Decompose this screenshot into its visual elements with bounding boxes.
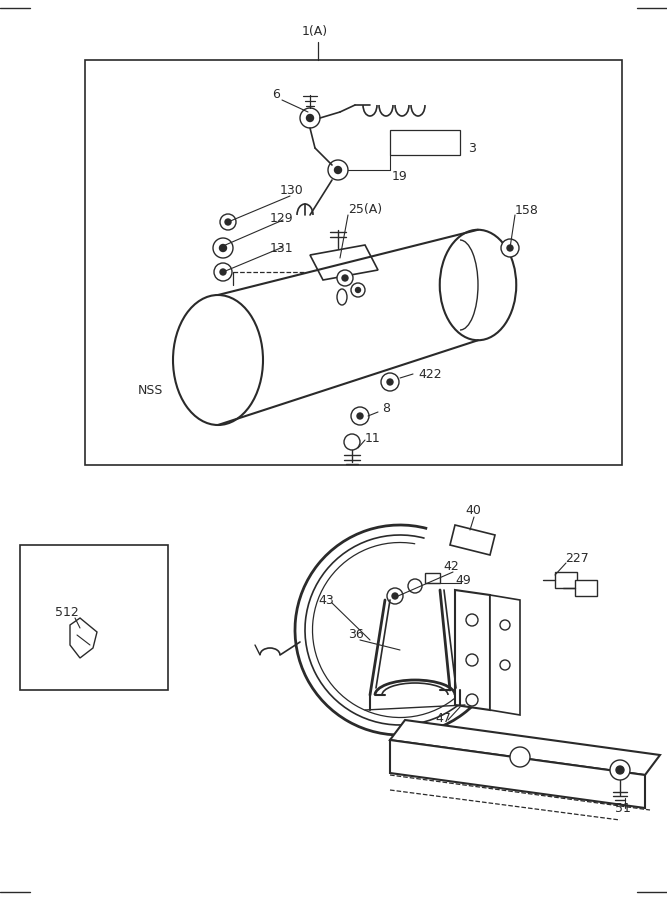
Circle shape [220, 214, 236, 230]
Circle shape [219, 245, 227, 251]
Circle shape [351, 407, 369, 425]
Circle shape [392, 593, 398, 599]
Text: 47: 47 [435, 712, 451, 724]
Text: 3: 3 [468, 141, 476, 155]
Circle shape [501, 239, 519, 257]
Polygon shape [575, 580, 597, 596]
Polygon shape [310, 245, 378, 280]
Text: 8: 8 [382, 401, 390, 415]
Circle shape [357, 413, 363, 419]
Circle shape [337, 270, 353, 286]
Text: 19: 19 [392, 170, 408, 184]
Circle shape [387, 379, 393, 385]
Text: 6: 6 [272, 88, 280, 102]
Circle shape [351, 283, 365, 297]
Circle shape [616, 766, 624, 774]
Polygon shape [390, 130, 460, 155]
Text: 131: 131 [270, 241, 293, 255]
Text: 42: 42 [443, 561, 459, 573]
Text: 1(A): 1(A) [302, 25, 328, 39]
Circle shape [342, 275, 348, 281]
Polygon shape [70, 618, 97, 658]
Circle shape [328, 160, 348, 180]
Circle shape [610, 760, 630, 780]
Polygon shape [390, 720, 660, 775]
Circle shape [307, 114, 313, 122]
Text: 36: 36 [348, 628, 364, 642]
Text: 227: 227 [565, 552, 589, 564]
Polygon shape [450, 525, 495, 555]
Text: 11: 11 [365, 431, 381, 445]
Text: 49: 49 [455, 573, 471, 587]
Circle shape [225, 219, 231, 225]
Circle shape [387, 588, 403, 604]
Circle shape [300, 108, 320, 128]
Circle shape [213, 238, 233, 258]
Text: 25(A): 25(A) [348, 203, 382, 217]
Text: 129: 129 [270, 212, 293, 224]
Circle shape [507, 245, 513, 251]
Circle shape [220, 269, 226, 275]
Polygon shape [390, 740, 645, 808]
Text: 512: 512 [55, 607, 79, 619]
Text: NSS: NSS [138, 383, 163, 397]
Ellipse shape [440, 230, 516, 340]
Text: 43: 43 [318, 593, 334, 607]
Text: 51: 51 [615, 802, 631, 814]
Circle shape [356, 287, 360, 292]
Polygon shape [490, 595, 520, 715]
Text: 40: 40 [465, 503, 481, 517]
Text: 158: 158 [515, 203, 539, 217]
Text: 130: 130 [280, 184, 303, 196]
Ellipse shape [173, 295, 263, 425]
Polygon shape [555, 572, 577, 588]
Polygon shape [425, 573, 440, 583]
Circle shape [334, 166, 342, 174]
Polygon shape [455, 590, 490, 710]
Circle shape [381, 373, 399, 391]
Circle shape [408, 579, 422, 593]
Circle shape [214, 263, 232, 281]
Text: 422: 422 [418, 367, 442, 381]
Circle shape [510, 747, 530, 767]
Circle shape [344, 434, 360, 450]
